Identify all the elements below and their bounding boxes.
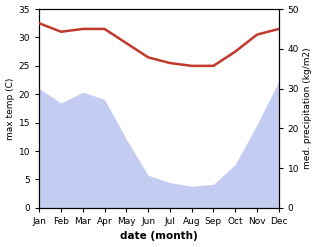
X-axis label: date (month): date (month) [120,231,198,242]
Y-axis label: med. precipitation (kg/m2): med. precipitation (kg/m2) [303,48,313,169]
Y-axis label: max temp (C): max temp (C) [5,77,15,140]
